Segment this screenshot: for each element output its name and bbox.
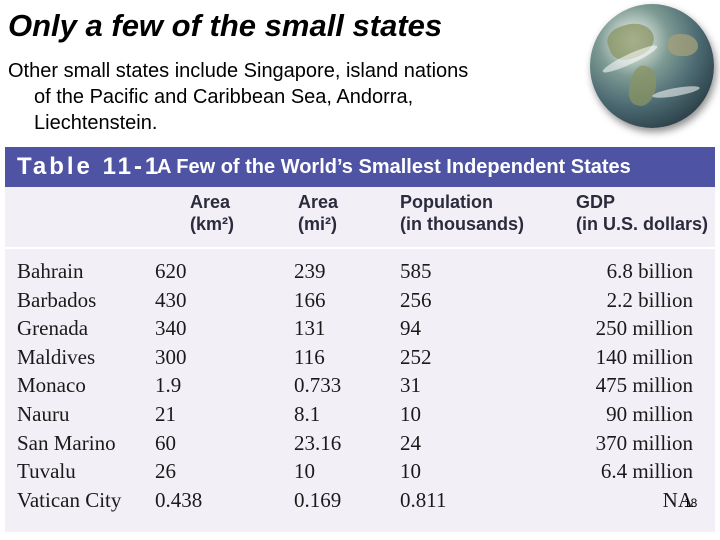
table-cell-area-mi: 0.733 [294,373,342,398]
header-divider [5,247,715,249]
table-cell-area-km: 26 [155,459,176,484]
table-cell-name: Nauru [17,402,70,426]
column-header-area-km: Area (km²) [190,192,234,234]
table-cell-area-mi: 239 [294,259,326,283]
table-cell-area-km: 1.9 [155,373,182,398]
table-cell-area-mi: 8.1 [294,402,321,426]
table-cell-population: 252 [400,344,432,369]
table-cell-gdp: 6.4 million [600,459,693,484]
table-cell-area-km: 340 [155,316,187,341]
table-cell-population: 256 [400,287,432,312]
subtitle-line-3: Liechtenstein. [34,112,158,134]
table-cell-name: Grenada [17,316,89,341]
column-header-population: Population (in thousands) [400,192,524,234]
table-cell-area-km: 60 [155,430,176,455]
table-cell-name: Monaco [17,373,86,398]
table-cell-area-mi: 10 [294,459,315,484]
table-cell-area-mi: 131 [294,316,326,341]
page-number: 18 [684,496,698,510]
subtitle-line-1: Other small states include Singapore, is… [8,60,469,82]
table-cell-area-km: 21 [155,402,176,426]
table-cell-area-km: 300 [155,344,187,369]
table-cell-name: Barbados [17,287,97,312]
table-cell-population: 31 [400,373,421,398]
table-cell-population: 24 [400,430,421,455]
table-header-bar: Table 11-1 A Few of the World’s Smallest… [5,147,715,187]
table-cell-population: 585 [400,259,432,283]
table-cell-gdp: 90 million [606,402,693,426]
table-cell-name: Tuvalu [17,459,76,484]
table-caption: A Few of the World’s Smallest Independen… [157,156,631,178]
slide-title: Only a few of the small states [8,8,443,43]
column-header-area-mi: Area (mi²) [298,192,339,234]
table-label: Table 11-1 [17,153,162,180]
table-cell-population: 0.811 [400,487,447,512]
states-table: Table 11-1 A Few of the World’s Smallest… [5,147,715,532]
table-cell-name: Bahrain [17,259,84,283]
table-cell-area-mi: 166 [294,287,326,312]
table-cell-name: Vatican City [17,487,122,512]
table-cell-gdp: 370 million [595,430,693,455]
table-cell-name: Maldives [17,344,96,369]
slide-subtitle: Other small states include Singapore, is… [8,58,608,136]
table-cell-area-mi: 23.16 [294,430,342,455]
globe-icon [590,4,714,128]
table-cell-area-km: 430 [155,287,187,312]
table-cell-population: 10 [400,459,421,484]
table-cell-gdp: 6.8 billion [606,259,693,283]
table-cell-gdp: NA [662,487,693,512]
column-header-gdp: GDP (in U.S. dollars) [576,192,709,234]
table-cell-gdp: 2.2 billion [606,287,693,312]
table-cell-gdp: 475 million [595,373,693,398]
table-cell-area-km: 620 [155,259,187,283]
table-cell-name: San Marino [17,430,116,455]
table-cell-population: 94 [400,316,421,341]
table-cell-area-mi: 0.169 [294,487,342,512]
subtitle-line-2: of the Pacific and Caribbean Sea, Andorr… [34,86,414,108]
table-cell-gdp: 140 million [595,344,693,369]
table-cell-population: 10 [400,402,421,426]
table-cell-area-km: 0.438 [155,487,203,512]
table-cell-gdp: 250 million [595,316,693,341]
table-cell-area-mi: 116 [294,344,325,369]
